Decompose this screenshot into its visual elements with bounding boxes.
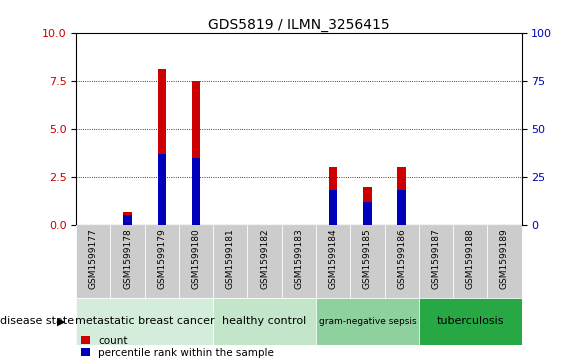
Bar bbox=[247, 225, 282, 298]
Text: disease state: disease state bbox=[0, 316, 74, 326]
Text: GSM1599180: GSM1599180 bbox=[192, 229, 200, 289]
Bar bbox=[397, 191, 406, 225]
Bar bbox=[363, 187, 372, 225]
Text: GSM1599188: GSM1599188 bbox=[466, 229, 475, 289]
Bar bbox=[316, 298, 419, 345]
Bar bbox=[192, 81, 200, 225]
Text: GSM1599186: GSM1599186 bbox=[397, 229, 406, 289]
Bar bbox=[488, 225, 522, 298]
Bar bbox=[158, 69, 166, 225]
Text: GSM1599178: GSM1599178 bbox=[123, 229, 132, 289]
Bar bbox=[350, 225, 384, 298]
Bar bbox=[316, 225, 350, 298]
Text: healthy control: healthy control bbox=[223, 316, 306, 326]
Bar bbox=[397, 167, 406, 225]
Bar bbox=[123, 216, 132, 225]
Text: GSM1599177: GSM1599177 bbox=[89, 229, 98, 289]
Text: GSM1599189: GSM1599189 bbox=[500, 229, 509, 289]
Text: tuberculosis: tuberculosis bbox=[437, 316, 504, 326]
Text: GSM1599182: GSM1599182 bbox=[260, 229, 269, 289]
Text: GSM1599185: GSM1599185 bbox=[363, 229, 372, 289]
Title: GDS5819 / ILMN_3256415: GDS5819 / ILMN_3256415 bbox=[208, 18, 390, 32]
Bar bbox=[363, 202, 372, 225]
Bar bbox=[213, 298, 316, 345]
Bar bbox=[419, 298, 522, 345]
Text: GSM1599187: GSM1599187 bbox=[431, 229, 441, 289]
Bar bbox=[158, 154, 166, 225]
Bar bbox=[110, 225, 145, 298]
Text: GSM1599183: GSM1599183 bbox=[294, 229, 304, 289]
Text: GSM1599181: GSM1599181 bbox=[226, 229, 235, 289]
Bar bbox=[329, 167, 338, 225]
Legend: count, percentile rank within the sample: count, percentile rank within the sample bbox=[81, 336, 274, 358]
Text: GSM1599184: GSM1599184 bbox=[329, 229, 338, 289]
Bar bbox=[76, 225, 110, 298]
Bar bbox=[419, 225, 453, 298]
Bar bbox=[384, 225, 419, 298]
Bar bbox=[329, 191, 338, 225]
Bar bbox=[453, 225, 488, 298]
Bar bbox=[123, 212, 132, 225]
Bar bbox=[213, 225, 247, 298]
Bar bbox=[76, 298, 213, 345]
Bar bbox=[192, 158, 200, 225]
Bar bbox=[179, 225, 213, 298]
Bar bbox=[282, 225, 316, 298]
Text: gram-negative sepsis: gram-negative sepsis bbox=[319, 317, 416, 326]
Bar bbox=[145, 225, 179, 298]
Text: GSM1599179: GSM1599179 bbox=[157, 229, 166, 289]
Text: ▶: ▶ bbox=[57, 316, 66, 326]
Text: metastatic breast cancer: metastatic breast cancer bbox=[75, 316, 214, 326]
